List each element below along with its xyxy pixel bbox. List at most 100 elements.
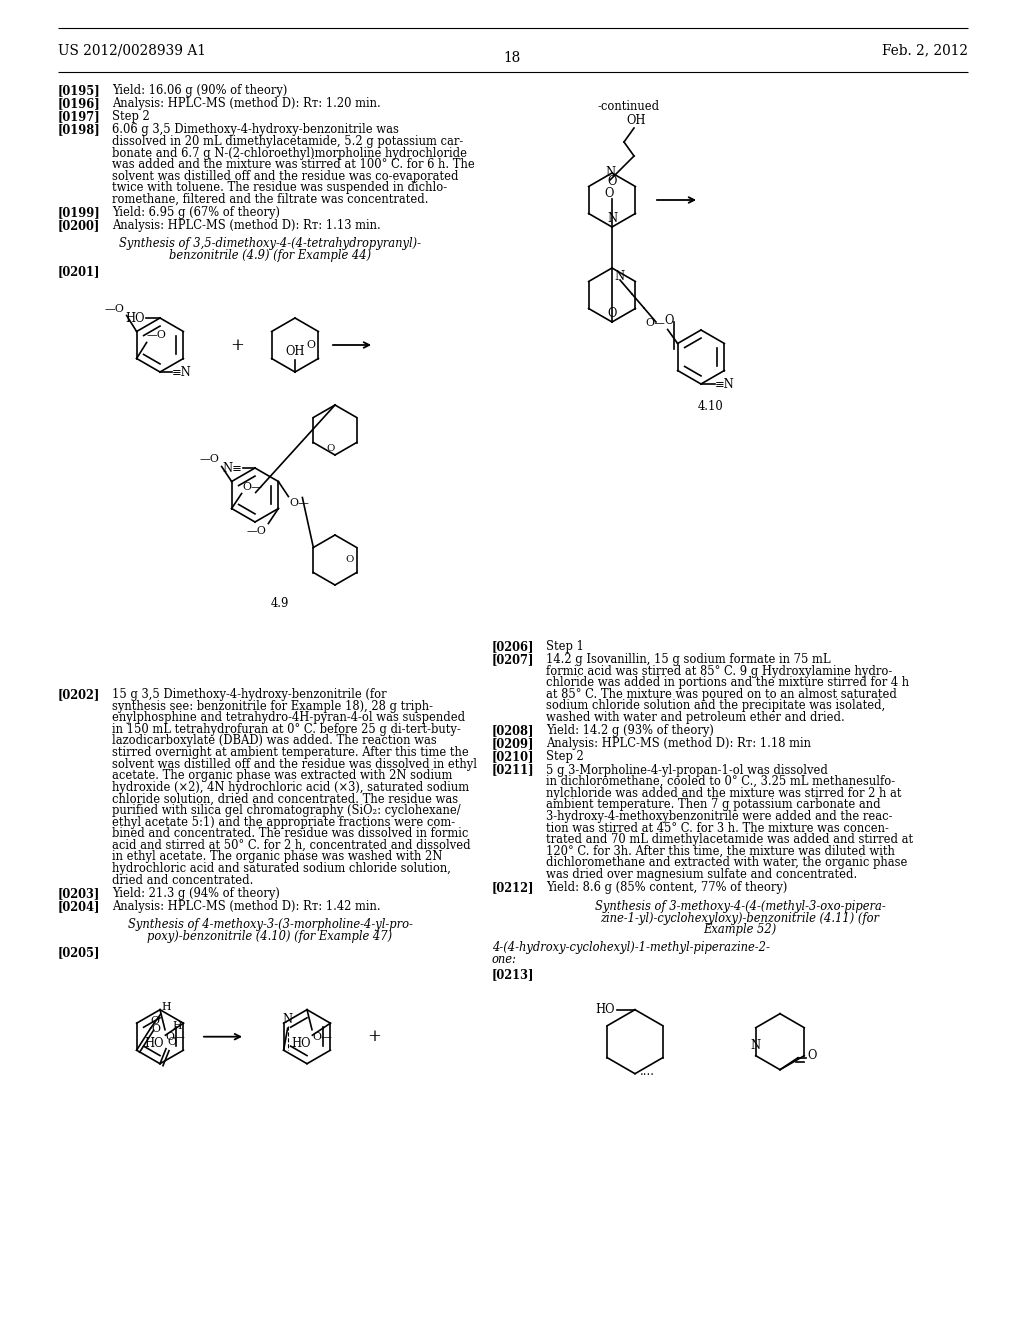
Text: [0205]: [0205] [58,946,100,960]
Text: 6.06 g 3,5 Dimethoxy-4-hydroxy-benzonitrile was: 6.06 g 3,5 Dimethoxy-4-hydroxy-benzonitr… [112,123,399,136]
Text: solvent was distilled off and the residue was dissolved in ethyl: solvent was distilled off and the residu… [112,758,477,771]
Text: O: O [607,308,616,319]
Text: chloride solution, dried and concentrated. The residue was: chloride solution, dried and concentrate… [112,792,458,805]
Text: dichloromethane and extracted with water, the organic phase: dichloromethane and extracted with water… [546,857,907,870]
Text: [0207]: [0207] [492,653,535,667]
Text: [0208]: [0208] [492,725,535,737]
Text: O: O [167,1036,176,1047]
Text: OH: OH [626,114,645,127]
Text: acetate. The organic phase was extracted with 2N sodium: acetate. The organic phase was extracted… [112,770,453,783]
Text: HO: HO [291,1038,310,1051]
Text: 3-hydroxy-4-methoxybenzonitrile were added and the reac-: 3-hydroxy-4-methoxybenzonitrile were add… [546,810,893,822]
Text: Step 1: Step 1 [546,640,584,653]
Text: N: N [614,271,624,282]
Text: HO: HO [596,1003,615,1016]
Text: O: O [664,314,674,326]
Text: 4-(4-hydroxy-cyclohexyl)-1-methyl-piperazine-2-: 4-(4-hydroxy-cyclohexyl)-1-methyl-pipera… [492,941,770,954]
Text: was dried over magnesium sulfate and concentrated.: was dried over magnesium sulfate and con… [546,869,857,880]
Text: O: O [604,187,613,201]
Text: [0202]: [0202] [58,688,100,701]
Text: O: O [807,1049,816,1063]
Text: N: N [607,213,617,224]
Text: O: O [345,556,353,565]
Text: N: N [283,1014,293,1026]
Text: O—: O— [243,483,262,492]
Text: O: O [607,176,616,187]
Text: chloride was added in portions and the mixture stirred for 4 h: chloride was added in portions and the m… [546,676,909,689]
Text: O—: O— [165,1032,185,1041]
Text: -continued: -continued [598,100,660,114]
Text: 18: 18 [504,51,520,65]
Text: H: H [172,1020,181,1031]
Text: synthesis see: benzonitrile for Example 18), 28 g triph-: synthesis see: benzonitrile for Example … [112,700,433,713]
Text: Example 52): Example 52) [703,923,776,936]
Text: OH: OH [286,345,305,358]
Text: hydroxide (×2), 4N hydrochloric acid (×3), saturated sodium: hydroxide (×2), 4N hydrochloric acid (×3… [112,781,469,793]
Text: Yield: 14.2 g (93% of theory): Yield: 14.2 g (93% of theory) [546,725,714,737]
Text: —O: —O [247,525,266,536]
Text: O: O [151,1016,160,1026]
Text: Yield: 16.06 g (90% of theory): Yield: 16.06 g (90% of theory) [112,84,288,96]
Text: ....: .... [640,1065,655,1078]
Text: Synthesis of 4-methoxy-3-(3-morpholine-4-yl-pro-: Synthesis of 4-methoxy-3-(3-morpholine-4… [128,917,413,931]
Text: [0196]: [0196] [58,98,100,110]
Text: ≡N: ≡N [715,378,735,391]
Text: H: H [162,1002,171,1012]
Text: dissolved in 20 mL dimethylacetamide, 5.2 g potassium car-: dissolved in 20 mL dimethylacetamide, 5.… [112,135,463,148]
Text: O: O [306,341,315,350]
Text: washed with water and petroleum ether and dried.: washed with water and petroleum ether an… [546,711,845,725]
Text: ethyl acetate 5:1) and the appropriate fractions were com-: ethyl acetate 5:1) and the appropriate f… [112,816,455,829]
Text: trated and 70 mL dimethylacetamide was added and stirred at: trated and 70 mL dimethylacetamide was a… [546,833,913,846]
Text: HO: HO [126,312,145,325]
Text: Yield: 8.6 g (85% content, 77% of theory): Yield: 8.6 g (85% content, 77% of theory… [546,880,787,894]
Text: [0195]: [0195] [58,84,100,96]
Text: at 85° C. The mixture was poured on to an almost saturated: at 85° C. The mixture was poured on to a… [546,688,897,701]
Text: Feb. 2, 2012: Feb. 2, 2012 [882,44,968,57]
Text: [0212]: [0212] [492,880,535,894]
Text: Analysis: HPLC-MS (method D): Rᴛ: 1.18 min: Analysis: HPLC-MS (method D): Rᴛ: 1.18 m… [546,738,811,750]
Text: O—: O— [290,498,309,507]
Text: HO: HO [144,1038,164,1051]
Text: [0201]: [0201] [58,265,100,279]
Text: poxy)-benzonitrile (4.10) (for Example 47): poxy)-benzonitrile (4.10) (for Example 4… [147,929,392,942]
Text: 5 g 3-Morpholine-4-yl-propan-1-ol was dissolved: 5 g 3-Morpholine-4-yl-propan-1-ol was di… [546,763,827,776]
Text: [0198]: [0198] [58,123,100,136]
Text: acid and stirred at 50° C. for 2 h, concentrated and dissolved: acid and stirred at 50° C. for 2 h, conc… [112,838,471,851]
Text: bonate and 6.7 g N-(2-chloroethyl)morpholine hydrochloride: bonate and 6.7 g N-(2-chloroethyl)morpho… [112,147,467,160]
Text: Yield: 6.95 g (67% of theory): Yield: 6.95 g (67% of theory) [112,206,280,219]
Text: —O: —O [104,304,125,314]
Text: [0204]: [0204] [58,900,100,913]
Text: Analysis: HPLC-MS (method D): Rᴛ: 1.42 min.: Analysis: HPLC-MS (method D): Rᴛ: 1.42 m… [112,900,381,913]
Text: stirred overnight at ambient temperature. After this time the: stirred overnight at ambient temperature… [112,746,469,759]
Text: bined and concentrated. The residue was dissolved in formic: bined and concentrated. The residue was … [112,828,468,841]
Text: twice with toluene. The residue was suspended in dichlo-: twice with toluene. The residue was susp… [112,181,447,194]
Text: lazodicarboxylate (DBAD) was added. The reaction was: lazodicarboxylate (DBAD) was added. The … [112,734,437,747]
Text: in ethyl acetate. The organic phase was washed with 2N: in ethyl acetate. The organic phase was … [112,850,442,863]
Text: [0206]: [0206] [492,640,535,653]
Text: +: + [367,1028,381,1045]
Text: [0211]: [0211] [492,763,535,776]
Text: Analysis: HPLC-MS (method D): Rᴛ: 1.20 min.: Analysis: HPLC-MS (method D): Rᴛ: 1.20 m… [112,98,381,110]
Text: zine-1-yl)-cyclohexyloxy)-benzonitrile (4.11) (for: zine-1-yl)-cyclohexyloxy)-benzonitrile (… [600,912,880,925]
Text: 15 g 3,5 Dimethoxy-4-hydroxy-benzonitrile (for: 15 g 3,5 Dimethoxy-4-hydroxy-benzonitril… [112,688,387,701]
Text: Step 2: Step 2 [546,750,584,763]
Text: O: O [152,1024,161,1034]
Text: [0203]: [0203] [58,887,100,900]
Text: was added and the mixture was stirred at 100° C. for 6 h. The: was added and the mixture was stirred at… [112,158,475,172]
Text: [0197]: [0197] [58,110,100,123]
Text: N: N [751,1039,761,1052]
Text: formic acid was stirred at 85° C. 9 g Hydroxylamine hydro-: formic acid was stirred at 85° C. 9 g Hy… [546,665,892,677]
Text: N: N [605,165,615,178]
Text: sodium chloride solution and the precipitate was isolated,: sodium chloride solution and the precipi… [546,700,886,713]
Text: 120° C. for 3h. After this time, the mixture was diluted with: 120° C. for 3h. After this time, the mix… [546,845,895,858]
Text: in dichloromethane, cooled to 0° C., 3.25 mL methanesulfo-: in dichloromethane, cooled to 0° C., 3.2… [546,775,895,788]
Text: —O: —O [146,330,167,341]
Text: dried and concentrated.: dried and concentrated. [112,874,253,887]
Text: —O: —O [200,454,219,465]
Text: Analysis: HPLC-MS (method D): Rᴛ: 1.13 min.: Analysis: HPLC-MS (method D): Rᴛ: 1.13 m… [112,219,381,232]
Text: O—: O— [646,318,666,327]
Text: Step 2: Step 2 [112,110,150,123]
Text: 14.2 g Isovanillin, 15 g sodium formate in 75 mL: 14.2 g Isovanillin, 15 g sodium formate … [546,653,830,667]
Text: Synthesis of 3,5-dimethoxy-4-(4-tetrahydropyranyl)-: Synthesis of 3,5-dimethoxy-4-(4-tetrahyd… [119,238,421,251]
Text: US 2012/0028939 A1: US 2012/0028939 A1 [58,44,206,57]
